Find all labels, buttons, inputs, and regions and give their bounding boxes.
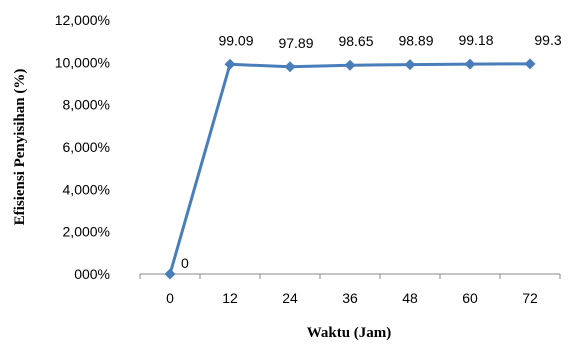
y-tick-label: 2,000%: [63, 224, 110, 240]
data-label: 97.89: [278, 35, 313, 51]
data-label: 99.09: [218, 32, 253, 48]
x-axis-title: Waktu (Jam): [307, 325, 392, 341]
data-label: 98.65: [338, 33, 373, 49]
data-label: 0: [181, 255, 189, 271]
data-label: 98.89: [398, 33, 433, 49]
data-point-marker: [404, 59, 416, 71]
x-tick-label: 12: [222, 290, 238, 306]
x-tick-label: 72: [522, 290, 538, 306]
y-tick-label: 10,000%: [55, 54, 110, 70]
y-axis-title: Efisiensi Penyisihan (%): [12, 69, 28, 226]
y-tick-label: 4,000%: [63, 181, 110, 197]
data-point-marker: [284, 61, 296, 73]
x-tick-label: 0: [166, 290, 174, 306]
x-tick-label: 48: [402, 290, 418, 306]
data-point-marker: [344, 59, 356, 71]
data-point-marker: [164, 268, 176, 280]
y-tick-label: 6,000%: [63, 139, 110, 155]
data-point-marker: [464, 58, 476, 70]
data-label: 99.3: [534, 32, 561, 48]
y-tick-label: 8,000%: [63, 97, 110, 113]
series-line: [168, 62, 531, 275]
x-tick-label: 36: [342, 290, 358, 306]
data-point-marker: [224, 58, 236, 70]
data-label: 99.18: [458, 32, 493, 48]
x-tick-label: 60: [462, 290, 478, 306]
y-tick-label: 000%: [74, 266, 110, 282]
y-tick-label: 12,000%: [55, 12, 110, 28]
x-tick-label: 24: [282, 290, 298, 306]
data-point-marker: [524, 58, 536, 70]
